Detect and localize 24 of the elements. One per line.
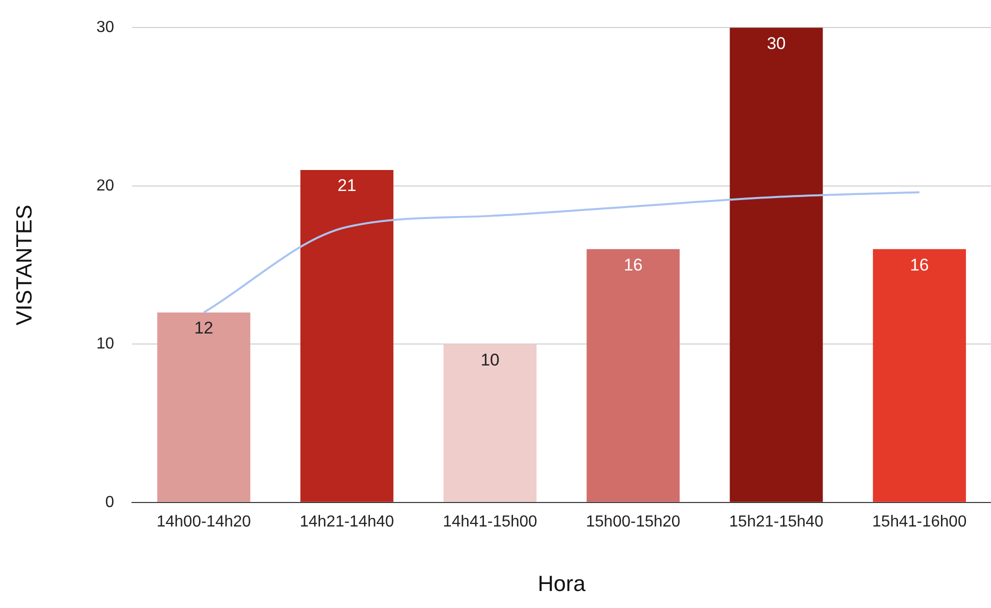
bar (730, 28, 823, 502)
x-axis-title: Hora (538, 570, 586, 596)
x-tick-label: 14h41-15h00 (442, 513, 538, 530)
bar (586, 249, 680, 502)
x-tick-label: 14h00-14h20 (156, 513, 252, 530)
data-label: 16 (910, 255, 929, 274)
y-axis-title: VISTANTES (11, 204, 36, 326)
y-tick-label: 30 (96, 19, 114, 36)
x-tick-label: 15h41-16h00 (872, 513, 967, 530)
y-tick-label: 10 (96, 336, 114, 353)
y-tick-label: 0 (105, 494, 114, 511)
data-label: 21 (337, 176, 356, 196)
bar (872, 249, 966, 502)
x-tick-label: 15h00-15h20 (586, 513, 680, 530)
data-label: 12 (194, 318, 214, 338)
x-tick-label: 14h21-14h40 (300, 513, 394, 530)
bar (444, 344, 537, 502)
x-tick-label: 15h21-15h40 (729, 513, 824, 530)
bar (300, 170, 394, 502)
y-tick-label: 20 (96, 177, 114, 194)
data-label: 30 (766, 34, 786, 53)
bar (157, 312, 250, 502)
data-label: 16 (624, 255, 643, 274)
data-label: 10 (480, 350, 500, 370)
